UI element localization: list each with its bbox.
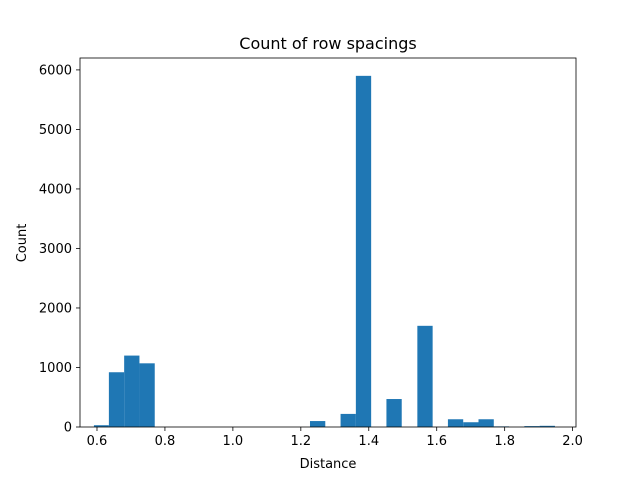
axes-group: 0.6 0.8 1.0 1.2 1.4 1.6 1.8 2.0 0 1000 2000 3000 400… <box>39 57 583 449</box>
x-tick-label: 0.8 <box>155 434 176 449</box>
histogram-bar-13 <box>524 426 540 427</box>
histogram-bar-3 <box>139 363 155 427</box>
x-tick-label: 1.2 <box>290 434 311 449</box>
histogram-bar-14 <box>539 425 555 427</box>
histogram-bar-7 <box>386 399 402 427</box>
plot-frame <box>79 57 577 428</box>
y-tick-label: 1000 <box>39 361 72 376</box>
histogram-bar-11 <box>478 419 494 427</box>
histogram-bar-6 <box>355 75 372 427</box>
histogram-bar-0 <box>93 425 109 427</box>
x-tick-label: 1.8 <box>494 434 515 449</box>
histogram-bar-4 <box>309 421 326 427</box>
chart-title: Count of row spacings <box>239 34 416 53</box>
bars-group <box>93 75 555 427</box>
histogram-bar-1 <box>108 372 125 427</box>
y-tick-label: 4000 <box>39 182 72 197</box>
x-axis-label: Distance <box>300 457 357 472</box>
histogram-bar-8 <box>417 325 433 427</box>
y-tick-label: 3000 <box>39 242 72 257</box>
x-tick-label: 0.6 <box>87 434 108 449</box>
histogram-bar-5 <box>340 413 356 427</box>
y-tick-label: 6000 <box>39 63 72 78</box>
x-tick-label: 2.0 <box>562 434 583 449</box>
x-tick-label: 1.4 <box>358 434 379 449</box>
y-tick-label: 2000 <box>39 301 72 316</box>
histogram-bar-9 <box>447 419 464 427</box>
histogram-bar-10 <box>463 422 479 427</box>
y-axis-label: Count <box>15 224 30 263</box>
x-tick-label: 1.0 <box>223 434 244 449</box>
x-tick-label: 1.6 <box>426 434 447 449</box>
histogram-bar-2 <box>124 355 140 427</box>
y-tick-label: 5000 <box>39 123 72 138</box>
y-tick-label: 0 <box>64 421 72 436</box>
